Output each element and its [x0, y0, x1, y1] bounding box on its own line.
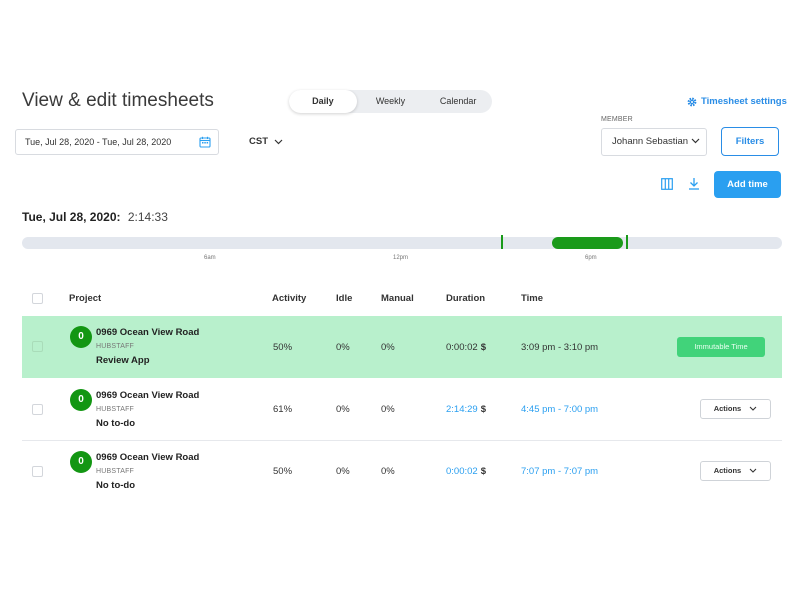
project-name: 0969 Ocean View Road [96, 390, 200, 401]
table-row [22, 441, 782, 503]
chevron-down-icon [749, 406, 757, 411]
manual-value: 0% [381, 342, 395, 353]
manual-value: 0% [381, 404, 395, 415]
project-org: HUBSTAFF [96, 468, 135, 475]
billable-dollar-icon: $ [480, 404, 486, 415]
time-range[interactable]: 4:45 pm - 7:00 pm [521, 404, 599, 415]
header-activity: Activity [272, 293, 307, 304]
billable-dollar-icon: $ [480, 466, 486, 477]
actions-dropdown[interactable]: Actions [700, 399, 771, 419]
chevron-down-icon [274, 139, 283, 144]
member-value: Johann Sebastian [612, 136, 689, 147]
actions-label: Actions [713, 466, 742, 475]
timeline-label-6am: 6am [204, 255, 216, 261]
avatar: 0 [70, 326, 92, 348]
activity-value: 50% [273, 466, 293, 477]
row-checkbox[interactable] [32, 404, 43, 415]
idle-value: 0% [336, 404, 350, 415]
manual-value: 0% [381, 466, 395, 477]
time-range: 3:09 pm - 3:10 pm [521, 342, 599, 353]
project-name: 0969 Ocean View Road [96, 452, 200, 463]
project-todo: No to-do [96, 418, 136, 429]
actions-label: Actions [713, 404, 742, 413]
actions-dropdown[interactable]: Actions [700, 461, 771, 481]
duration-value[interactable]: 2:14:29 [446, 404, 478, 415]
duration-value: 0:00:02 [446, 342, 478, 353]
view-toggle: Daily Weekly Calendar [289, 90, 492, 113]
timezone-select[interactable]: CST [249, 136, 283, 147]
tab-calendar[interactable]: Calendar [439, 96, 477, 106]
header-manual: Manual [381, 293, 414, 304]
day-timeline [22, 235, 782, 249]
header-time: Time [521, 293, 544, 304]
idle-value: 0% [336, 466, 350, 477]
day-date: Tue, Jul 28, 2020: [22, 210, 121, 224]
activity-value: 61% [273, 404, 293, 415]
duration-cell[interactable]: 0:00:02 $ [446, 466, 486, 477]
billable-dollar-icon: $ [480, 342, 486, 353]
duration-value[interactable]: 0:00:02 [446, 466, 478, 477]
time-range[interactable]: 7:07 pm - 7:07 pm [521, 466, 599, 477]
table-row [22, 316, 782, 378]
tab-daily[interactable]: Daily [289, 90, 357, 113]
duration-cell[interactable]: 2:14:29 $ [446, 404, 486, 415]
header-project: Project [69, 293, 102, 304]
activity-value: 50% [273, 342, 293, 353]
calendar-icon [199, 136, 211, 148]
immutable-time-badge: Immutable Time [677, 337, 765, 357]
header-duration: Duration [446, 293, 486, 304]
add-time-button[interactable]: Add time [714, 171, 781, 198]
timesheet-settings-link[interactable]: Timesheet settings [687, 96, 787, 107]
timesheet-settings-label: Timesheet settings [701, 96, 787, 107]
table-row [22, 378, 782, 440]
day-heading: Tue, Jul 28, 2020: 2:14:33 [22, 210, 168, 224]
avatar: 0 [70, 451, 92, 473]
timeline-tick [501, 235, 503, 249]
project-name: 0969 Ocean View Road [96, 327, 200, 338]
gear-icon [687, 97, 697, 106]
member-select[interactable]: Johann Sebastian [601, 128, 707, 156]
row-divider [22, 440, 782, 441]
chevron-down-icon [749, 468, 757, 473]
download-icon[interactable] [688, 177, 700, 190]
timezone-value: CST [249, 136, 268, 147]
row-checkbox[interactable] [32, 466, 43, 477]
timeline-segment[interactable] [552, 237, 623, 249]
duration-cell: 0:00:02 $ [446, 342, 486, 353]
row-checkbox[interactable] [32, 341, 43, 352]
header-idle: Idle [336, 293, 353, 304]
project-org: HUBSTAFF [96, 343, 135, 350]
project-org: HUBSTAFF [96, 406, 135, 413]
project-todo: Review App [96, 355, 150, 366]
columns-icon[interactable] [661, 178, 673, 190]
select-all-checkbox[interactable] [32, 293, 43, 304]
page-title: View & edit timesheets [22, 90, 214, 111]
member-label: MEMBER [601, 116, 633, 123]
timeline-label-6pm: 6pm [585, 255, 597, 261]
idle-value: 0% [336, 342, 350, 353]
timeline-label-12pm: 12pm [393, 255, 409, 261]
filters-button[interactable]: Filters [721, 127, 779, 156]
day-total: 2:14:33 [127, 210, 168, 224]
date-range-value: Tue, Jul 28, 2020 - Tue, Jul 28, 2020 [25, 137, 172, 147]
project-todo: No to-do [96, 480, 136, 491]
tab-weekly[interactable]: Weekly [375, 96, 406, 106]
avatar: 0 [70, 389, 92, 411]
timeline-tick [626, 235, 628, 249]
chevron-down-icon [691, 138, 700, 144]
date-range-picker[interactable]: Tue, Jul 28, 2020 - Tue, Jul 28, 2020 [15, 129, 219, 155]
